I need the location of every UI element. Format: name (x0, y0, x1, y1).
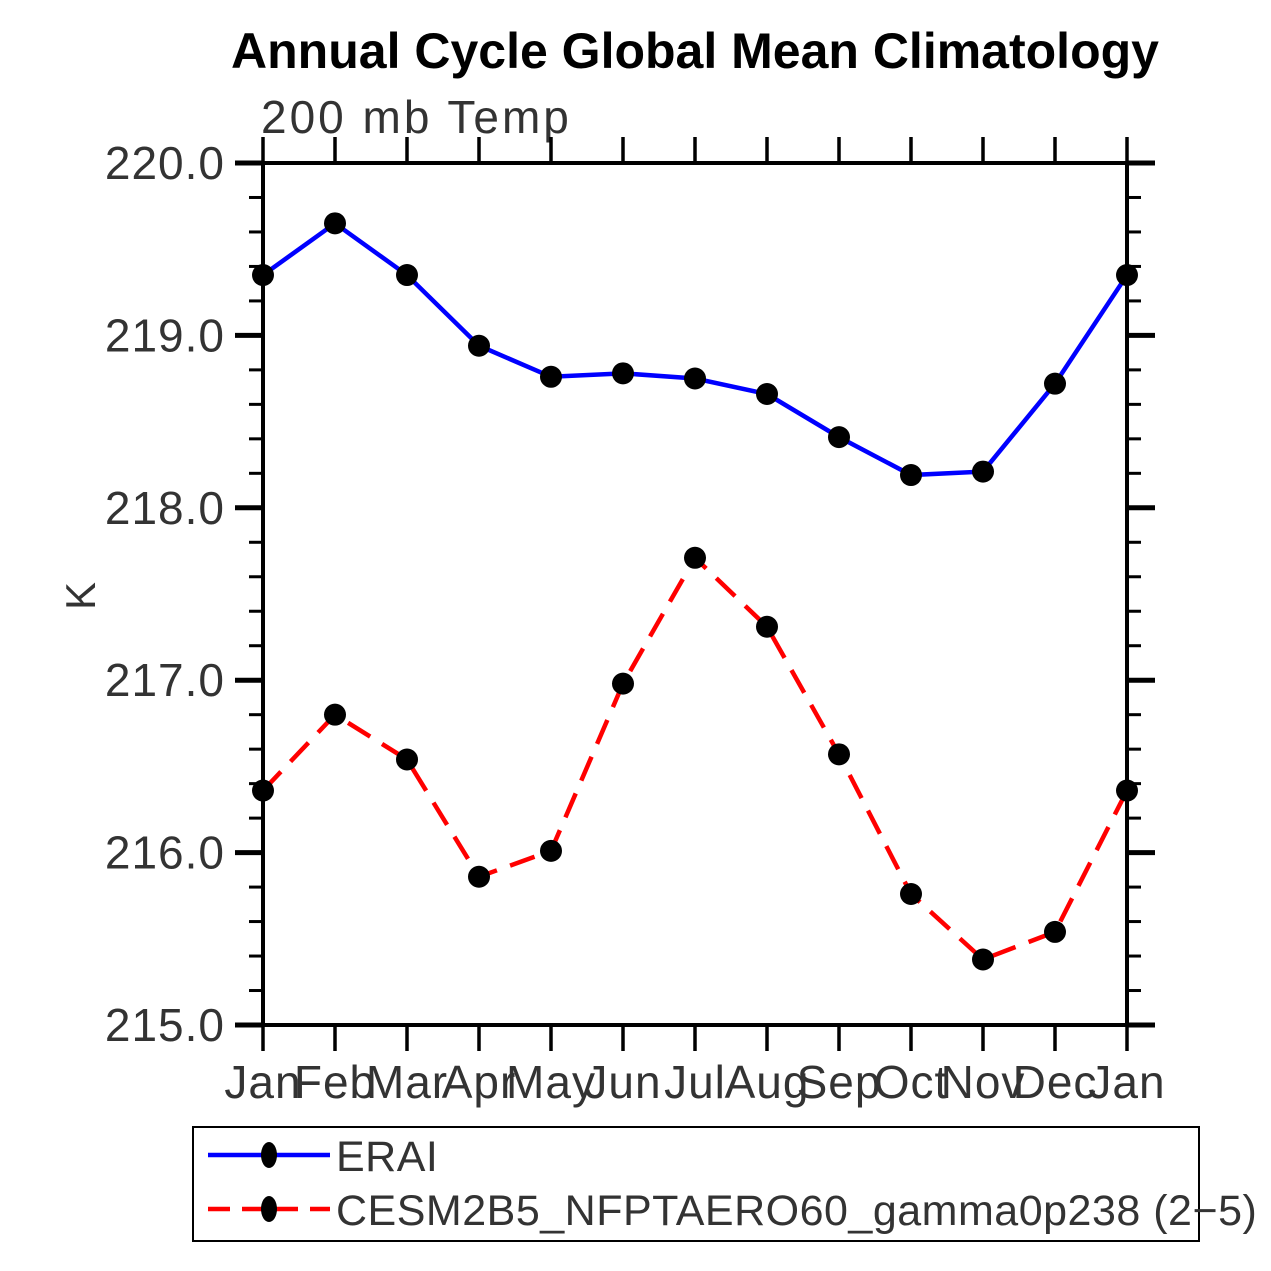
x-tick-label: Mar (366, 1056, 448, 1108)
data-point-marker (684, 367, 706, 390)
data-point-marker (900, 464, 922, 487)
x-tick-label: Jun (584, 1056, 661, 1108)
data-point-marker (324, 212, 346, 235)
x-tick-label: Dec (1013, 1056, 1098, 1108)
x-tick-label: Apr (442, 1056, 517, 1108)
data-point-marker (1116, 264, 1138, 287)
y-tick-label: 219.0 (105, 309, 225, 361)
x-tick-label: Feb (294, 1056, 376, 1108)
data-point-marker (252, 264, 274, 287)
data-point-marker (252, 779, 274, 802)
x-tick-label: Jan (224, 1056, 301, 1108)
y-tick-label: 220.0 (105, 137, 225, 189)
series-line-0 (261, 220, 1129, 478)
data-point-marker (828, 743, 850, 766)
legend-entry-erai: ERAI (204, 1132, 1198, 1182)
y-tick-label: 218.0 (105, 482, 225, 534)
x-tick-label: Jul (664, 1056, 726, 1108)
legend-entry-cesm: CESM2B5_NFPTAERO60_gamma0p238 (2−5) (204, 1186, 1257, 1236)
data-point-marker (612, 672, 634, 695)
y-axis-label: K (57, 582, 104, 610)
data-point-marker (540, 839, 562, 862)
data-point-marker (828, 426, 850, 449)
data-point-marker (1116, 779, 1138, 802)
legend-label-cesm: CESM2B5_NFPTAERO60_gamma0p238 (2−5) (336, 1186, 1258, 1235)
data-point-marker (396, 264, 418, 287)
legend-sample-marker (261, 1141, 277, 1168)
data-point-marker (468, 334, 490, 357)
data-point-marker (684, 546, 706, 569)
data-point-marker (612, 362, 634, 385)
chart-title: Annual Cycle Global Mean Climatology (231, 23, 1159, 79)
data-point-marker (756, 615, 778, 638)
legend-sample-erai-line (204, 1133, 334, 1182)
data-point-marker (900, 882, 922, 905)
x-tick-label: May (506, 1056, 596, 1108)
x-tick-label: Oct (874, 1056, 949, 1108)
data-point-marker (1044, 372, 1066, 395)
plot-frame (261, 161, 1129, 1027)
data-point-marker (324, 703, 346, 726)
x-tick-label: Aug (725, 1056, 810, 1108)
y-tick-label: 216.0 (105, 827, 225, 879)
data-point-marker (1044, 920, 1066, 943)
data-point-marker (972, 460, 994, 483)
chart-subtitle: 200 mb Temp (261, 91, 572, 143)
data-point-marker (540, 365, 562, 388)
y-tick-label: 217.0 (105, 654, 225, 706)
data-point-marker (468, 865, 490, 888)
x-tick-label: Nov (941, 1056, 1026, 1108)
legend-box: ERAI CESM2B5_NFPTAERO60_gamma0p238 (2−5) (192, 1126, 1257, 1242)
legend-sample-cesm-line (204, 1187, 334, 1236)
series-line-1 (261, 554, 1130, 963)
data-point-marker (972, 948, 994, 971)
data-point-marker (396, 748, 418, 771)
x-tick-label: Jan (1088, 1056, 1165, 1108)
legend-sample-marker (261, 1195, 277, 1222)
y-tick-label: 215.0 (105, 999, 225, 1051)
x-tick-label: Sep (797, 1056, 882, 1108)
legend-label-erai: ERAI (336, 1132, 439, 1181)
data-point-marker (756, 383, 778, 406)
